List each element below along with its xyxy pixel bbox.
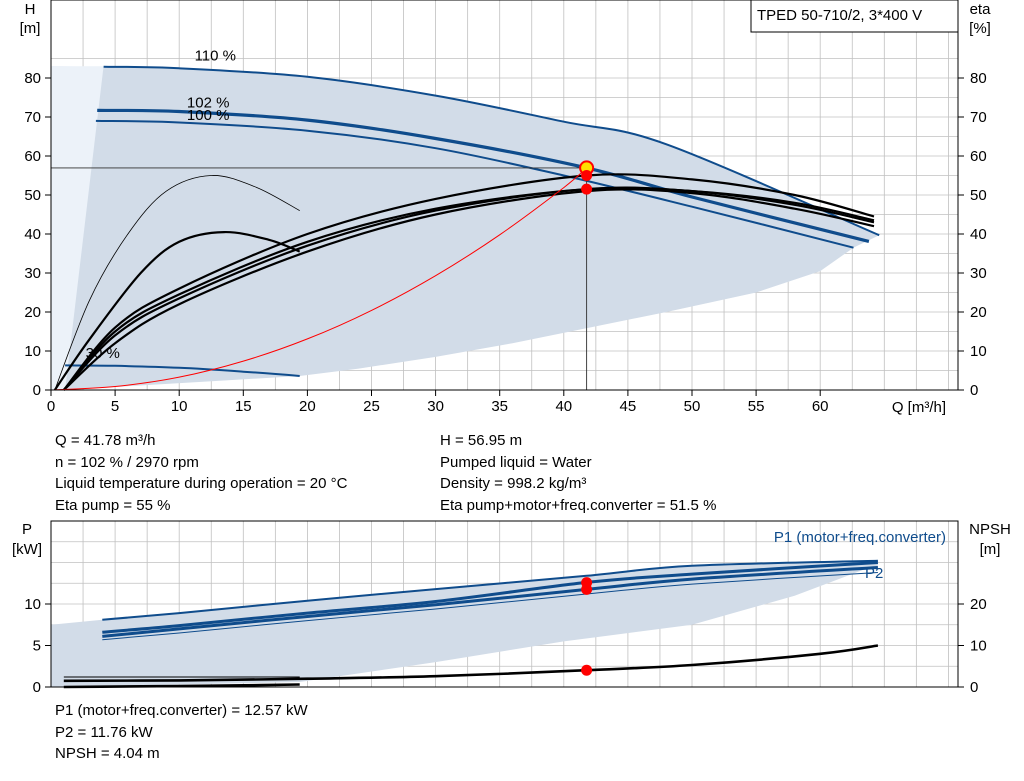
x-axis-label: Q [m³/h] [892,399,946,416]
npsh-tick-label: 0 [970,679,978,696]
power-curves: P1 (motor+freq.converter) P2 [63,529,946,689]
head-curve [65,364,300,377]
system-curve [50,167,587,391]
h-tick-label: 10 [24,343,41,360]
power-curve [102,566,878,638]
eta-tick-label: 10 [970,343,987,360]
x-tick-label: 35 [491,398,508,415]
info-eta-total: Eta pump+motor+freq.converter = 51.5 % [440,496,717,514]
p-axis-unit: [kW] [12,541,42,558]
head-curves: 110 % 102 %100 % 30 % [50,47,880,391]
h-tick-label: 0 [33,382,41,399]
eta-tick-label: 60 [970,148,987,165]
x-tick-label: 30 [427,398,444,415]
p-tick-label: 5 [33,638,41,655]
head-area-fill [51,66,880,391]
info-p1: P1 (motor+freq.converter) = 12.57 kW [55,702,308,719]
info-top-left: Q = 41.78 m³/h n = 102 % / 2970 rpm Liqu… [55,430,347,516]
eta-tick-label: 0 [970,382,978,399]
h-axis-label: H [25,1,36,18]
axis-ticks: 0 5 10 15 20 25 30 35 40 45 50 55 600102030405060708… [24,70,986,696]
npsh-point-marker [581,664,593,676]
axis-labels: Q [m³/h] H [m] eta [%] P [kW] NPSH [m] [12,1,1011,558]
eta-axis-unit: [%] [969,20,991,37]
x-tick-label: 5 [111,398,119,415]
chart-title: TPED 50-710/2, 3*400 V [757,7,922,24]
info-npsh: NPSH = 4.04 m [55,745,160,762]
head-curve [95,119,854,249]
eta-tick-label: 20 [970,304,987,321]
x-tick-label: 40 [555,398,572,415]
x-tick-label: 45 [620,398,637,415]
eta-axis-label: eta [970,1,992,18]
eta-curve [53,230,301,391]
power-curve [102,572,878,641]
h-tick-label: 30 [24,265,41,282]
info-top-right: H = 56.95 m Pumped liquid = Water Densit… [440,430,716,516]
info-density: Density = 998.2 kg/m³ [440,475,587,492]
x-tick-label: 25 [363,398,380,415]
eta-tick-label: 50 [970,187,987,204]
info-speed: n = 102 % / 2970 rpm [55,453,199,471]
head-area-light [51,66,104,391]
info-temperature: Liquid temperature during operation = 20… [55,475,348,492]
p-tick-label: 10 [24,596,41,613]
h-tick-label: 70 [24,109,41,126]
npsh-curve [63,644,879,683]
x-tick-label: 0 [47,398,55,415]
info-p2: P2 = 11.76 kW [55,723,153,741]
eta-tick-label: 30 [970,265,987,282]
p1-legend-label: P1 (motor+freq.converter) [774,529,946,546]
duty-points [579,160,595,676]
eta-curve [63,188,875,391]
x-tick-label: 50 [684,398,701,415]
eta-tick-label: 70 [970,109,987,126]
p-tick-label: 0 [33,679,41,696]
x-tick-label: 60 [812,398,829,415]
curve-label-30: 30 % [86,345,120,362]
x-tick-label: 15 [235,398,252,415]
eta-total-point-marker [581,183,593,195]
x-tick-label: 10 [171,398,188,415]
eta-tick-label: 80 [970,70,987,87]
head-curve [97,108,870,243]
power-curve [102,559,878,621]
title-box [750,0,959,33]
eta-curve [63,186,875,391]
x-tick-label: 55 [748,398,765,415]
info-head: H = 56.95 m [440,432,523,449]
curve-label-100: 100 % [187,107,230,124]
eta-curve [62,186,875,391]
power-curve [102,561,878,634]
p2-legend-label: P2 [865,565,883,582]
x-tick-label: 20 [299,398,316,415]
npsh-tick-label: 20 [970,596,987,613]
eta-curve [54,175,300,391]
p-axis-label: P [22,521,32,538]
power-area-fill [51,560,878,687]
eta-curve [62,173,875,391]
power-operating-area [51,560,878,687]
info-bottom: P1 (motor+freq.converter) = 12.57 kW P2 … [55,700,308,765]
eta-pump-point-marker [581,170,593,181]
info-flow: Q = 41.78 m³/h [55,432,156,449]
p2-point-marker [581,583,593,595]
curve-label-102: 102 % [187,94,230,111]
info-eta-pump: Eta pump = 55 % [55,496,171,514]
npsh-tick-label: 10 [970,638,987,655]
h-tick-label: 80 [24,70,41,87]
h-tick-label: 60 [24,148,41,165]
head-operating-area [51,66,880,391]
h-tick-label: 40 [24,226,41,243]
eta-tick-label: 40 [970,226,987,243]
h-tick-label: 50 [24,187,41,204]
head-curve [103,65,880,237]
npsh-axis-label: NPSH [969,521,1011,538]
npsh-axis-unit: [m] [980,541,1001,558]
h-axis-unit: [m] [20,20,41,37]
h-tick-label: 20 [24,304,41,321]
curve-label-110: 110 % [195,47,236,64]
info-liquid: Pumped liquid = Water [440,453,592,471]
